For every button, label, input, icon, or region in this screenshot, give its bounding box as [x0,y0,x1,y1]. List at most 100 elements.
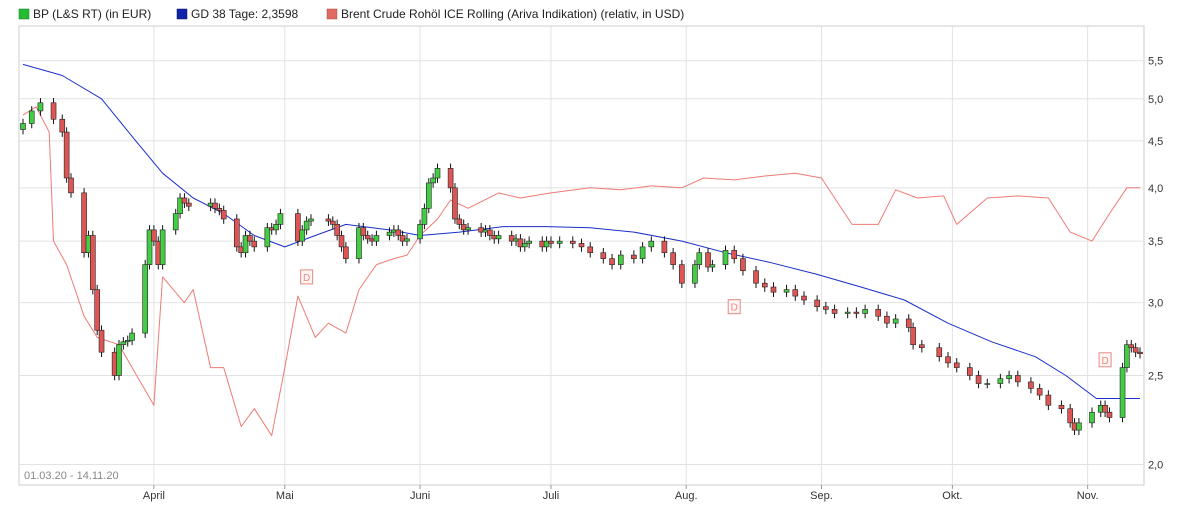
y-tick-label: 2,0 [1148,460,1163,472]
candle [875,304,882,322]
candle [59,114,66,137]
candle-body [94,289,100,331]
candle-body [37,102,44,112]
y-axis: 2,0 2,5 3,0 3,5 4,0 4,5 5,0 5,5 [1148,56,1163,472]
candle [1132,342,1139,358]
candle [251,236,258,252]
candle [356,222,362,264]
candle [578,238,585,252]
candle-body [661,240,668,254]
candle-body [299,229,306,242]
candle [975,370,982,389]
candle-body [1006,375,1012,379]
candle-body [172,213,179,231]
y-tick-label: 5,0 [1148,94,1163,106]
candle-body [617,254,624,265]
candle-body [709,264,716,268]
candle-body [569,240,576,244]
candle [679,259,685,289]
candle [181,193,188,208]
candle-body [425,182,432,209]
candle [661,236,668,258]
candle-body [1067,408,1073,424]
candle-body [508,235,515,242]
dividend-marker-box [300,269,314,285]
candle-body [146,229,153,265]
candle-body [884,315,890,324]
candle-body [63,131,70,179]
candle [234,214,240,252]
candle-body [587,246,594,254]
candle [631,250,637,264]
candle [386,227,393,241]
candle-body [1058,404,1065,410]
candle [373,230,380,246]
dividend-marker: D [1098,352,1112,368]
grid [19,26,1144,485]
candle-body [247,235,253,242]
x-axis: April Mai Juni Juli Aug. Sep. Okt. Nov. [143,485,1099,502]
candle-body [875,309,882,317]
candle-body [609,258,615,265]
candle [831,304,838,319]
candle [1036,383,1043,400]
candle-body [967,367,973,376]
candle-body [456,218,463,225]
candle [639,242,646,264]
candle [892,314,899,328]
candle-body [1119,367,1126,418]
candle-body [364,235,371,240]
x-tick-label: April [143,490,165,502]
candle [740,253,746,276]
candle-body [1036,388,1043,396]
candle-body [543,240,550,248]
brent-line [22,106,1140,437]
candle-body [216,208,223,211]
candle [1119,362,1126,423]
candle-body [373,235,380,242]
candle [1124,339,1130,373]
candle-body [447,168,454,189]
candle [395,225,402,241]
legend-swatch-gd38 [176,8,188,20]
candle-body [823,306,829,310]
candle-body [273,224,279,231]
candle-body [517,238,524,248]
candle-body [98,329,105,353]
x-tick-label: Sep. [810,490,833,502]
candle [360,222,367,241]
candle-body [356,227,362,259]
candle-body [338,235,345,248]
candle-body [548,240,554,244]
candle [967,362,973,381]
candle [792,284,799,301]
candle [517,234,524,252]
candle [172,208,179,235]
x-tick-label: Mai [276,490,294,502]
candle-body [186,202,192,207]
candle-body [264,227,271,248]
candle-body [399,235,406,242]
candle-body [28,110,35,124]
candle-body [116,344,122,376]
candle [146,225,153,270]
candle-body [142,264,148,334]
candle [569,236,576,249]
gd38-line [22,63,1140,399]
candle-body [81,192,87,254]
candle [273,219,279,235]
candle-body [731,250,738,259]
ma-layer [22,63,1140,399]
candle [543,236,550,252]
candle [465,222,471,235]
candle [295,208,301,246]
candle [548,236,554,249]
candle-body [844,311,851,314]
candle [50,98,57,125]
dividend-marker-label: D [731,303,738,314]
candle-body [892,318,899,324]
candle-body [578,243,585,248]
candle-body [600,252,607,259]
candle [945,351,951,368]
